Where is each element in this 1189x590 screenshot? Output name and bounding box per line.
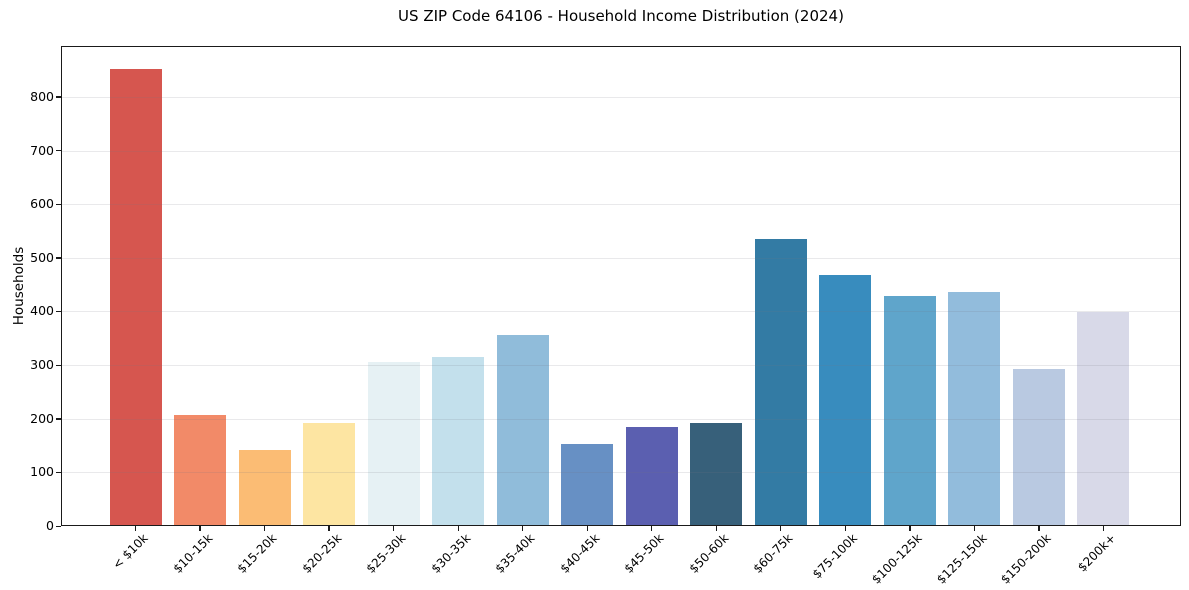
x-tick-mark-3 (263, 526, 266, 531)
bar-1 (109, 69, 162, 526)
y-tick-mark-800 (56, 96, 61, 98)
x-tick-mark-10 (715, 526, 717, 531)
x-tick-label-13: $100-125k (869, 531, 925, 587)
bar-10 (690, 422, 743, 526)
y-tick-mark-200 (56, 418, 61, 420)
x-tick-label-2: $10-15k (170, 531, 215, 576)
y-tick-mark-500 (56, 257, 61, 259)
gridline-200 (61, 418, 1181, 420)
y-tick-label-600: 600 (30, 196, 54, 212)
x-tick-label-16: $200k+ (1074, 531, 1119, 575)
gridline-800 (61, 96, 1181, 98)
y-tick-label-400: 400 (30, 303, 54, 319)
bar-11 (754, 239, 807, 526)
x-tick-mark-8 (586, 526, 588, 531)
x-tick-mark-9 (651, 526, 653, 531)
x-tick-label-3: $15-20k (234, 531, 280, 576)
y-tick-mark-700 (56, 150, 61, 152)
x-tick-mark-6 (457, 526, 459, 531)
x-tick-mark-7 (522, 526, 524, 531)
x-tick-label-14: $125-150k (933, 531, 990, 587)
gridline-700 (61, 150, 1181, 152)
x-tick-mark-15 (1038, 526, 1040, 531)
x-tick-mark-1 (134, 526, 137, 531)
bar-13 (883, 295, 936, 526)
x-tick-label-15: $150-200k (998, 531, 1054, 587)
x-tick-label-4: $20-25k (299, 531, 344, 576)
bar-5 (367, 361, 420, 526)
bar-3 (238, 449, 291, 526)
y-tick-label-200: 200 (30, 410, 54, 426)
chart-title: US ZIP Code 64106 - Household Income Dis… (398, 7, 844, 25)
bar-9 (625, 427, 678, 526)
x-tick-mark-16 (1102, 526, 1105, 531)
y-axis-label: Households (11, 246, 27, 326)
y-tick-mark-400 (56, 310, 61, 313)
gridline-300 (61, 365, 1181, 367)
x-tick-label-12: $75-100k (809, 531, 861, 582)
x-tick-mark-13 (909, 526, 911, 531)
bar-2 (174, 414, 227, 526)
y-tick-label-100: 100 (30, 464, 54, 480)
x-tick-mark-4 (328, 526, 330, 531)
x-tick-mark-12 (844, 526, 846, 531)
bar-8 (561, 444, 614, 526)
bar-15 (1012, 368, 1065, 526)
x-tick-mark-2 (199, 526, 201, 531)
x-tick-mark-5 (392, 526, 395, 531)
y-tick-label-800: 800 (30, 88, 54, 104)
bar-12 (819, 275, 872, 526)
x-tick-mark-14 (973, 526, 976, 531)
x-tick-label-7: $35-40k (492, 531, 538, 576)
bar-16 (1077, 312, 1130, 526)
gridline-600 (61, 204, 1181, 206)
y-tick-label-500: 500 (30, 249, 54, 265)
x-tick-label-11: $60-75k (750, 531, 796, 576)
x-tick-label-9: $45-50k (621, 531, 667, 576)
gridline-100 (61, 472, 1181, 474)
y-tick-mark-300 (56, 364, 61, 366)
y-tick-mark-100 (56, 471, 61, 474)
y-tick-label-300: 300 (30, 357, 54, 373)
x-tick-label-10: $50-60k (686, 531, 732, 576)
bar-7 (496, 334, 549, 526)
bar-14 (948, 291, 1001, 526)
bar-4 (303, 422, 356, 526)
x-tick-label-6: $30-35k (428, 531, 474, 576)
y-tick-mark-600 (56, 203, 61, 205)
x-tick-label-5: $25-30k (363, 531, 409, 576)
y-tick-label-0: 0 (46, 518, 54, 533)
plot-area (61, 46, 1181, 526)
x-tick-label-1: < $10k (109, 531, 151, 572)
bar-6 (432, 356, 485, 526)
y-tick-mark-0 (56, 525, 61, 527)
y-tick-label-700: 700 (30, 142, 54, 158)
x-tick-mark-11 (780, 526, 782, 531)
gridline-400 (61, 311, 1181, 313)
gridline-500 (61, 257, 1181, 259)
x-tick-label-8: $40-45k (557, 531, 603, 576)
